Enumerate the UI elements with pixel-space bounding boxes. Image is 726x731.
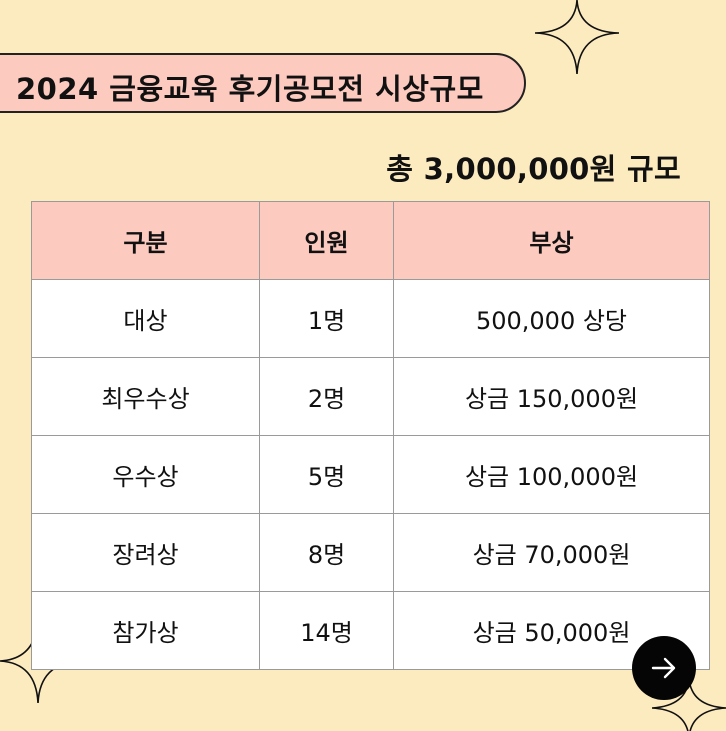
award-category: 참가상 bbox=[31, 591, 260, 670]
prize-table: 구분 인원 부상 대상 1명 500,000 상당 최우수상 2명 상금 150… bbox=[31, 201, 710, 670]
table-header-row: 구분 인원 부상 bbox=[31, 201, 710, 280]
award-category: 장려상 bbox=[31, 513, 260, 592]
award-category: 대상 bbox=[31, 279, 260, 358]
page-title: 2024 금융교육 후기공모전 시상규모 bbox=[16, 72, 484, 106]
sparkle-top-right-icon bbox=[535, 0, 619, 74]
table-row: 장려상 8명 상금 70,000원 bbox=[31, 513, 710, 592]
column-header-prize: 부상 bbox=[393, 201, 710, 280]
award-count: 2명 bbox=[259, 357, 394, 436]
column-header-count: 인원 bbox=[259, 201, 394, 280]
award-count: 8명 bbox=[259, 513, 394, 592]
table-row: 우수상 5명 상금 100,000원 bbox=[31, 435, 710, 514]
award-count: 5명 bbox=[259, 435, 394, 514]
award-prize: 상금 100,000원 bbox=[393, 435, 710, 514]
award-count: 1명 bbox=[259, 279, 394, 358]
table-row: 대상 1명 500,000 상당 bbox=[31, 279, 710, 358]
column-header-category: 구분 bbox=[31, 201, 260, 280]
award-category: 최우수상 bbox=[31, 357, 260, 436]
award-prize: 상금 70,000원 bbox=[393, 513, 710, 592]
award-count: 14명 bbox=[259, 591, 394, 670]
title-banner bbox=[0, 53, 526, 113]
arrow-right-icon bbox=[651, 657, 676, 679]
next-button[interactable] bbox=[632, 636, 696, 700]
total-amount: 총 3,000,000원 규모 bbox=[386, 152, 681, 186]
award-prize: 500,000 상당 bbox=[393, 279, 710, 358]
sparkle-bottom-right-icon bbox=[652, 678, 726, 731]
award-category: 우수상 bbox=[31, 435, 260, 514]
table-row: 최우수상 2명 상금 150,000원 bbox=[31, 357, 710, 436]
table-row: 참가상 14명 상금 50,000원 bbox=[31, 591, 710, 670]
award-prize: 상금 150,000원 bbox=[393, 357, 710, 436]
